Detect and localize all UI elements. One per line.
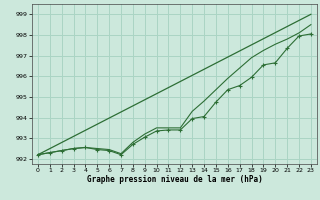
X-axis label: Graphe pression niveau de la mer (hPa): Graphe pression niveau de la mer (hPa) (86, 175, 262, 184)
